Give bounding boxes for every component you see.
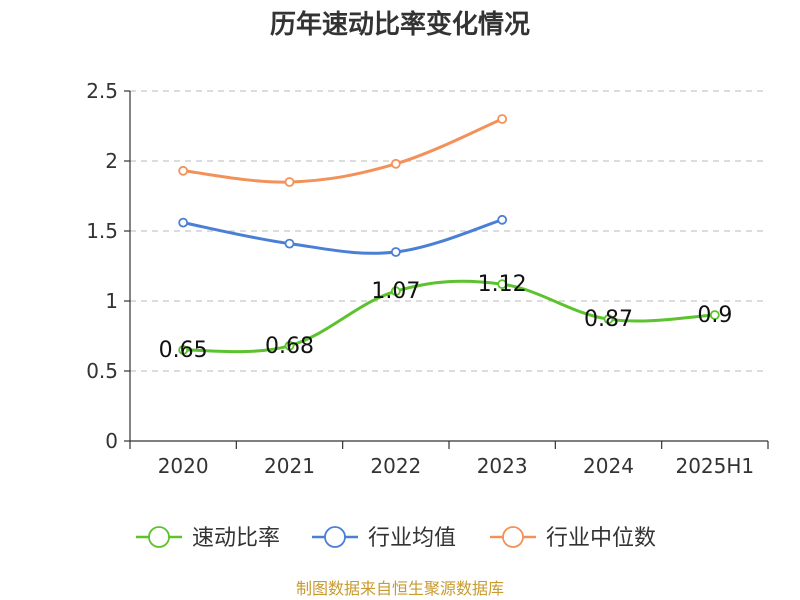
legend-label: 速动比率: [192, 526, 280, 551]
y-tick-label: 1: [105, 289, 118, 313]
series-lines: [178, 114, 720, 355]
data-point: [497, 114, 508, 124]
data-point: [178, 217, 189, 228]
legend-label: 行业中位数: [546, 526, 656, 551]
series-line-2: [183, 117, 503, 184]
data-point: [390, 158, 401, 169]
legend-item-2[interactable]: 行业中位数: [490, 526, 656, 551]
data-point: [390, 286, 401, 297]
data-labels: 0.65 0.68 1.07 1.12 0.87 0.9: [159, 272, 733, 363]
data-point: [603, 314, 614, 325]
axes: 0 0.5 1 1.5 2 2.5 2020 2021 2022 2023 2024 2025H1: [86, 79, 769, 478]
data-point: [178, 165, 189, 176]
source-note: 制图数据来自恒生聚源数据库: [296, 579, 504, 598]
data-label: 0.68: [265, 334, 314, 359]
data-label: 0.9: [697, 303, 732, 328]
data-point: [709, 310, 720, 320]
x-tick-label: 2023: [477, 454, 528, 478]
legend-swatch-marker: [148, 526, 170, 548]
x-tick-label: 2021: [264, 454, 315, 478]
legend-swatch-marker: [502, 526, 524, 548]
y-tick-label: 0: [105, 429, 118, 453]
data-point: [284, 340, 295, 351]
chart-title: 历年速动比率变化情况: [270, 9, 530, 40]
x-tick-label: 2024: [583, 454, 634, 478]
y-tick-label: 0.5: [86, 359, 118, 383]
data-point: [497, 279, 508, 290]
legend-swatch-marker: [324, 526, 346, 548]
series-line-1: [182, 218, 503, 255]
data-point: [284, 238, 295, 249]
legend[interactable]: 速动比率 行业均值 行业中位数: [136, 526, 656, 551]
series-line-0: [183, 279, 715, 354]
x-tick-label: 2022: [370, 454, 421, 478]
data-point: [178, 345, 189, 355]
data-label: 1.12: [478, 272, 527, 297]
x-tick-label: 2025H1: [675, 454, 754, 478]
legend-label: 行业均值: [368, 526, 456, 551]
legend-item-1[interactable]: 行业均值: [312, 526, 456, 551]
legend-item-0[interactable]: 速动比率: [136, 526, 280, 551]
y-tick-label: 2.5: [86, 79, 118, 103]
data-label: 0.65: [159, 338, 208, 363]
data-point: [390, 247, 401, 257]
data-label: 0.87: [584, 307, 633, 332]
x-tick-label: 2020: [158, 454, 209, 478]
y-tick-label: 1.5: [86, 219, 118, 243]
y-tick-label: 2: [105, 149, 118, 173]
data-label: 1.07: [371, 279, 420, 304]
data-point: [284, 177, 295, 187]
grid-lines: [130, 90, 768, 372]
data-point: [497, 214, 508, 225]
